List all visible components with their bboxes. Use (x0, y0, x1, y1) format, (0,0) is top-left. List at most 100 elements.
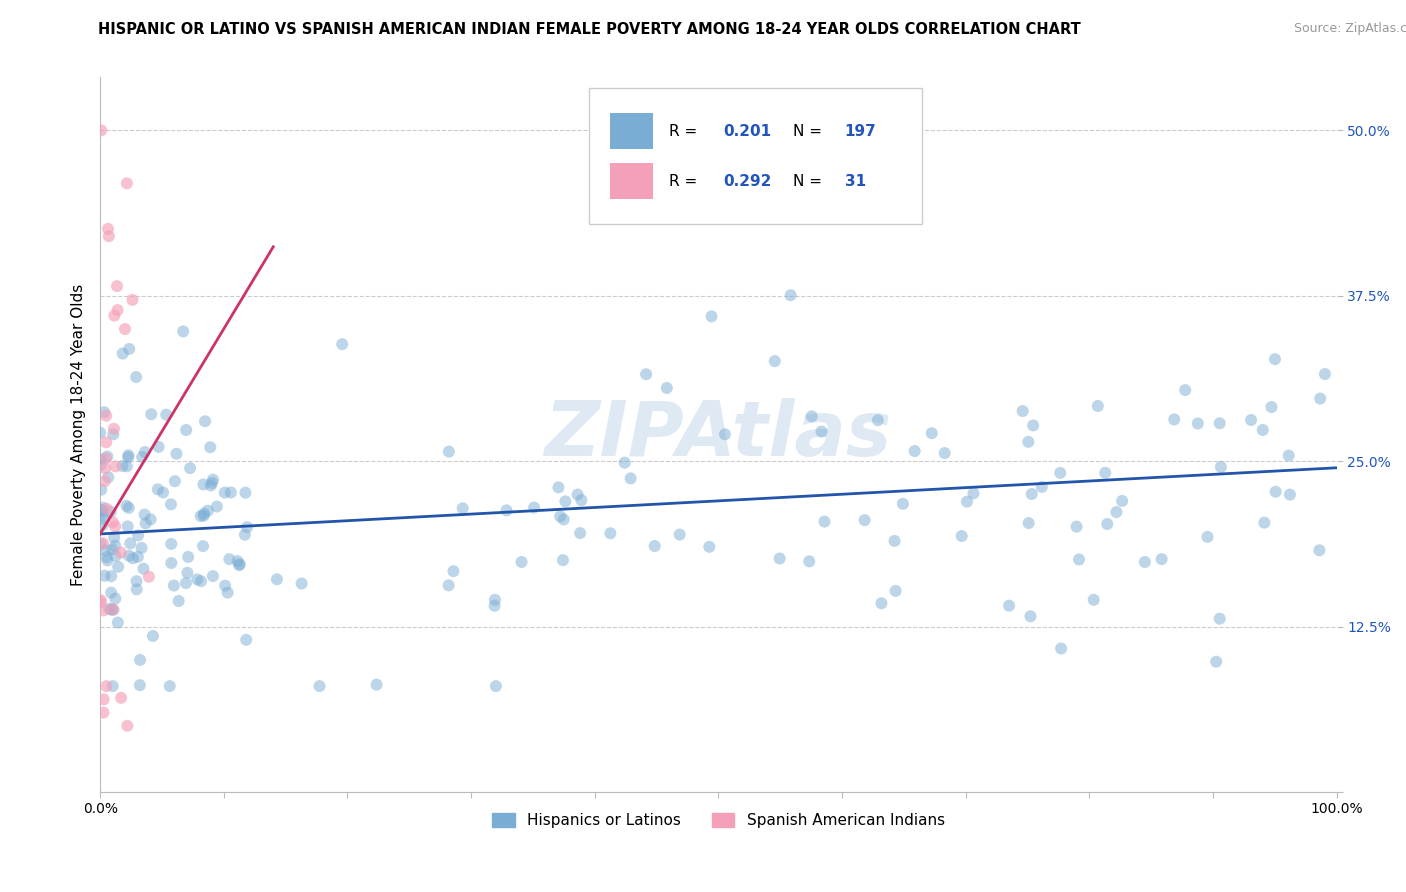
Text: 0.292: 0.292 (723, 174, 772, 188)
Point (1313, 367, 1336, 381)
Point (93, 692, 115, 706)
Point (90, 458, 112, 473)
Point (179, 461, 201, 475)
Text: HISPANIC OR LATINO VS SPANISH AMERICAN INDIAN FEMALE POVERTY AMONG 18-24 YEAR OL: HISPANIC OR LATINO VS SPANISH AMERICAN I… (98, 22, 1081, 37)
FancyBboxPatch shape (610, 113, 652, 149)
Point (1208, 416, 1230, 430)
Point (763, 354, 786, 368)
Point (104, 549, 127, 563)
Point (100, 603, 122, 617)
Text: 31: 31 (845, 174, 866, 188)
Point (89, 425, 111, 440)
Point (235, 632, 257, 647)
Point (219, 485, 242, 500)
Point (934, 446, 956, 460)
Point (90, 504, 112, 518)
Point (190, 574, 212, 589)
Point (104, 459, 127, 474)
Point (810, 425, 832, 439)
Point (159, 679, 181, 693)
Point (131, 450, 153, 464)
Point (111, 458, 134, 473)
Point (217, 585, 239, 599)
Point (554, 494, 576, 508)
Point (235, 485, 257, 500)
Point (139, 512, 162, 526)
Point (96, 502, 118, 516)
Point (103, 603, 125, 617)
Point (103, 422, 125, 436)
Point (1105, 505, 1128, 519)
Point (1018, 516, 1040, 530)
Point (308, 679, 330, 693)
Point (1133, 555, 1156, 569)
Point (174, 423, 197, 437)
Point (1278, 449, 1301, 463)
Point (105, 279, 128, 293)
Point (127, 549, 149, 564)
Point (103, 309, 125, 323)
Point (700, 310, 723, 324)
Point (125, 574, 148, 589)
Point (131, 541, 153, 555)
Point (799, 554, 821, 568)
Point (1251, 423, 1274, 437)
Point (155, 408, 177, 422)
Point (1205, 655, 1227, 669)
Point (547, 480, 569, 494)
Point (191, 539, 214, 553)
Point (115, 176, 138, 190)
Point (96, 550, 118, 565)
Point (148, 440, 170, 454)
Point (93, 568, 115, 582)
Point (118, 549, 141, 563)
Point (1163, 412, 1185, 426)
Point (186, 573, 208, 587)
Point (1031, 480, 1053, 494)
Point (134, 445, 156, 459)
Point (190, 509, 212, 524)
Point (1308, 543, 1330, 558)
Point (884, 583, 907, 598)
Point (91, 536, 114, 550)
Point (115, 459, 138, 474)
Point (853, 513, 876, 527)
Point (90, 123, 112, 137)
Point (111, 346, 134, 360)
Point (956, 494, 979, 508)
Point (118, 342, 141, 356)
Point (441, 564, 464, 578)
Point (644, 539, 666, 553)
Point (1097, 516, 1119, 531)
Point (103, 427, 125, 442)
Point (104, 519, 127, 533)
Point (110, 545, 132, 559)
Point (1050, 641, 1073, 656)
Point (548, 509, 571, 524)
Text: R =: R = (669, 123, 702, 138)
Point (121, 293, 143, 307)
Point (94, 461, 117, 475)
Point (163, 578, 186, 592)
Point (125, 582, 148, 597)
Point (172, 325, 194, 339)
Point (451, 501, 474, 516)
Point (366, 678, 388, 692)
Point (226, 554, 249, 568)
FancyBboxPatch shape (610, 163, 652, 199)
Point (166, 447, 188, 461)
Point (134, 508, 156, 522)
Point (160, 537, 183, 551)
Point (129, 653, 152, 667)
Point (98, 602, 121, 616)
Point (135, 516, 157, 531)
Text: N =: N = (793, 123, 827, 138)
Point (779, 288, 801, 302)
Point (96, 409, 118, 423)
Point (110, 690, 132, 705)
Point (97, 222, 120, 236)
Point (96, 679, 118, 693)
Point (1022, 418, 1045, 433)
Point (93, 603, 115, 617)
Point (1066, 519, 1088, 533)
